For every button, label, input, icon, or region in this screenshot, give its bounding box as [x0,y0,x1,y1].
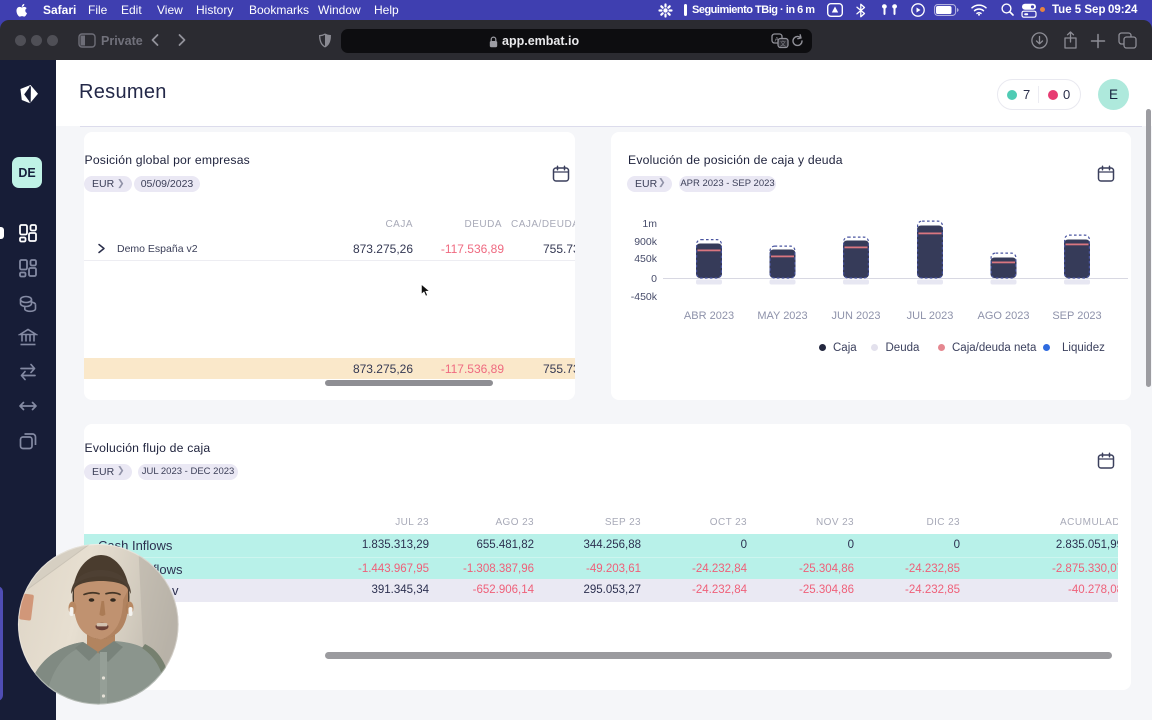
svg-text:文: 文 [780,40,786,48]
svg-text:A: A [775,36,780,43]
